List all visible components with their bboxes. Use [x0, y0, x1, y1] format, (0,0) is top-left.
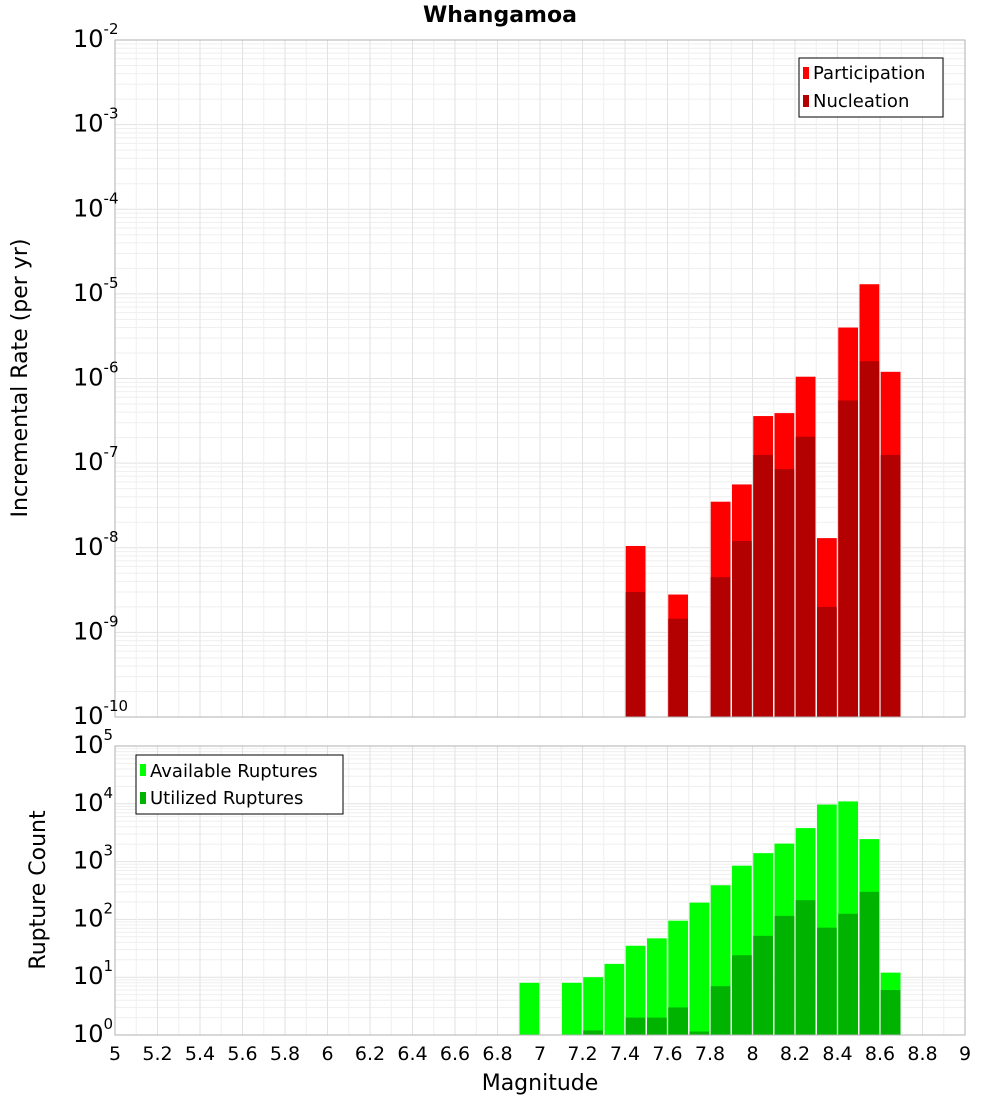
- top-y-axis-label: Incremental Rate (per yr): [8, 239, 33, 518]
- legend-available-label: Available Ruptures: [150, 761, 318, 782]
- y-tick-label: 10-3: [73, 105, 119, 138]
- x-tick-label: 7.6: [652, 1043, 682, 1065]
- y-tick-label: 10-4: [73, 189, 119, 222]
- count-bar-utilized-ruptures: [753, 935, 773, 1035]
- bottom-plot-frame: [114, 745, 966, 1036]
- count-bar-utilized-ruptures: [838, 913, 858, 1035]
- legend-utilized-swatch: [140, 792, 146, 804]
- bottom-plot: 100 101 102 103 104 105 5 5.2 5.4 5.6 5.8 6 6.2 6.4 6…: [26, 726, 971, 1096]
- count-bar-utilized-ruptures: [710, 986, 731, 1035]
- y-tick-label: 10-6: [73, 359, 119, 392]
- legend-utilized-label: Utilized Ruptures: [150, 788, 303, 809]
- top-grid: [114, 39, 966, 718]
- bottom-bars: [519, 801, 901, 1035]
- x-tick-label: 8.2: [780, 1043, 810, 1065]
- y-tick-label: 103: [73, 842, 113, 875]
- count-bar-available-ruptures: [668, 920, 688, 1035]
- top-legend: Participation Nucleation: [798, 57, 944, 118]
- count-bar-available-ruptures: [647, 938, 667, 1035]
- rate-bar-nucleation: [710, 577, 731, 717]
- x-axis-label: Magnitude: [482, 1071, 599, 1096]
- y-tick-label: 10-9: [73, 612, 119, 645]
- x-tick-label: 7.8: [695, 1043, 725, 1065]
- legend-available-swatch: [140, 764, 146, 776]
- rate-bar-nucleation: [838, 400, 858, 717]
- x-tick-label: 6: [321, 1043, 333, 1065]
- count-bar-utilized-ruptures: [583, 1030, 603, 1035]
- rate-bar-nucleation: [795, 436, 816, 717]
- x-tick-label: 5.4: [185, 1043, 215, 1065]
- x-tick-label: 8: [746, 1043, 758, 1065]
- chart-title: Whangamoa: [423, 3, 577, 28]
- count-bar-available-ruptures: [583, 977, 603, 1035]
- rate-bar-nucleation: [880, 454, 901, 717]
- x-tick-label: 7: [534, 1043, 546, 1065]
- count-bar-utilized-ruptures: [817, 927, 837, 1035]
- count-bar-utilized-ruptures: [647, 1017, 667, 1035]
- x-tick-label: 8.8: [907, 1043, 937, 1065]
- count-bar-utilized-ruptures: [625, 1017, 646, 1035]
- x-tick-label: 7.4: [610, 1043, 640, 1065]
- x-tick-label: 6.6: [440, 1043, 470, 1065]
- x-tick-labels: 5 5.2 5.4 5.6 5.8 6 6.2 6.4 6.6 6.8 7 7.2 7.4 7.6 7.8 8…: [109, 1043, 971, 1065]
- count-bar-utilized-ruptures: [689, 1031, 710, 1035]
- y-tick-label: 10-8: [73, 528, 119, 561]
- count-bar-utilized-ruptures: [859, 891, 880, 1035]
- count-bar-utilized-ruptures: [880, 990, 901, 1035]
- count-bar-available-ruptures: [604, 963, 625, 1035]
- bottom-y-axis-label: Rupture Count: [26, 810, 51, 970]
- count-bar-available-ruptures: [562, 982, 582, 1035]
- x-tick-label: 9: [959, 1043, 971, 1065]
- rate-bar-nucleation: [774, 469, 795, 717]
- x-tick-label: 5: [109, 1043, 121, 1065]
- x-tick-label: 8.4: [822, 1043, 852, 1065]
- bottom-legend-box: [135, 754, 344, 815]
- count-bar-utilized-ruptures: [668, 1007, 688, 1035]
- count-bar-available-ruptures: [519, 982, 540, 1035]
- x-tick-label: 6.2: [355, 1043, 385, 1065]
- x-tick-label: 5.8: [270, 1043, 300, 1065]
- legend-nucleation-swatch: [803, 95, 809, 107]
- legend-participation-swatch: [803, 67, 809, 79]
- y-tick-label: 102: [73, 899, 113, 932]
- top-plot-frame: [114, 39, 966, 718]
- x-tick-label: 6.4: [397, 1043, 427, 1065]
- bottom-legend: Available Ruptures Utilized Ruptures: [135, 754, 344, 815]
- count-bar-utilized-ruptures: [774, 915, 795, 1035]
- top-y-tick-labels: 10-10 10-9 10-8 10-7 10-6 10-5 10-4 10-3 10-2: [73, 20, 128, 730]
- legend-participation-label: Participation: [813, 63, 925, 84]
- count-bar-utilized-ruptures: [732, 955, 752, 1035]
- rate-bar-nucleation: [817, 606, 837, 717]
- y-tick-label: 10-10: [73, 697, 128, 730]
- legend-nucleation-label: Nucleation: [813, 91, 909, 112]
- rate-bar-nucleation: [859, 361, 880, 717]
- x-tick-label: 6.8: [482, 1043, 512, 1065]
- rate-bar-nucleation: [732, 541, 752, 717]
- y-tick-label: 105: [73, 726, 113, 759]
- count-bar-available-ruptures: [625, 945, 646, 1035]
- rate-bar-nucleation: [625, 592, 646, 717]
- y-tick-label: 104: [73, 784, 113, 817]
- top-legend-box: [798, 57, 944, 118]
- y-tick-label: 10-2: [73, 20, 119, 53]
- x-tick-label: 7.2: [567, 1043, 597, 1065]
- x-tick-label: 5.2: [142, 1043, 172, 1065]
- count-bar-utilized-ruptures: [795, 900, 816, 1035]
- rate-bar-nucleation: [753, 454, 773, 717]
- y-tick-label: 10-5: [73, 274, 119, 307]
- top-plot: 10-10 10-9 10-8 10-7 10-6 10-5 10-4 10-3 10-2 In…: [8, 20, 966, 730]
- x-tick-label: 5.6: [227, 1043, 257, 1065]
- x-tick-label: 8.6: [865, 1043, 895, 1065]
- bottom-y-tick-labels: 100 101 102 103 104 105: [73, 726, 113, 1048]
- count-bar-available-ruptures: [689, 902, 710, 1035]
- y-tick-label: 100: [73, 1015, 113, 1048]
- y-tick-label: 101: [73, 957, 113, 990]
- top-bars: [625, 284, 901, 717]
- rate-bar-nucleation: [668, 618, 688, 717]
- y-tick-label: 10-7: [73, 443, 119, 476]
